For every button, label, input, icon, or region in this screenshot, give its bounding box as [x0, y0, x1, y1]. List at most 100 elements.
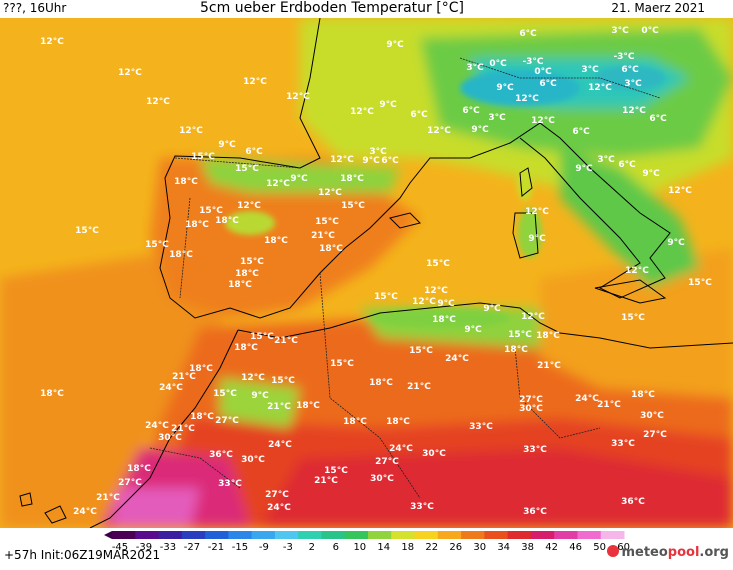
- temperature-label: 0°C: [489, 59, 507, 69]
- temperature-label: 0°C: [641, 26, 659, 36]
- temperature-label: 12°C: [515, 94, 539, 104]
- location-pin-icon: [607, 545, 620, 557]
- temperature-label: 33°C: [611, 439, 635, 449]
- temperature-label: 18°C: [319, 244, 343, 254]
- legend-bar: [104, 531, 625, 539]
- logo-text-org: .org: [699, 545, 729, 560]
- legend-swatch: [298, 531, 322, 539]
- temperature-map: 12°C 9°C 6°C 3°C 0°C 0°C -3°C -3°C 3°C 0°C 3°C 6°C 3…: [0, 18, 733, 528]
- temperature-label: 36°C: [621, 497, 645, 507]
- temperature-label: 30°C: [241, 455, 265, 465]
- country-borders: [149, 57, 661, 499]
- temperature-label: 12°C: [531, 116, 555, 126]
- temperature-label: 33°C: [410, 502, 434, 512]
- temperature-label: 6°C: [381, 156, 399, 166]
- temperature-label: 6°C: [649, 114, 667, 124]
- legend-tick-label: 26: [449, 542, 462, 553]
- temperature-label: 21°C: [274, 336, 298, 346]
- temperature-label: 36°C: [523, 507, 547, 517]
- temperature-label: 18°C: [127, 464, 151, 474]
- temperature-label: 9°C: [575, 164, 593, 174]
- temperature-label: 18°C: [264, 236, 288, 246]
- temperature-label: 18°C: [234, 343, 258, 353]
- temperature-label: 15°C: [341, 201, 365, 211]
- temperature-label: 12°C: [427, 126, 451, 136]
- temperature-detail: [225, 66, 665, 328]
- temperature-label: 3°C: [466, 63, 484, 73]
- temperature-label: 24°C: [159, 383, 183, 393]
- title-bar: ???, 16Uhr 5cm ueber Erdboden Temperatur…: [0, 0, 733, 18]
- temperature-label: 9°C: [362, 156, 380, 166]
- model-run-info: +57h Init:06Z19MAR2021: [4, 548, 161, 562]
- logo-text-meteo: meteo: [621, 545, 668, 560]
- temperature-label: 3°C: [581, 65, 599, 75]
- temperature-label: 3°C: [597, 155, 615, 165]
- temperature-label: 27°C: [215, 416, 239, 426]
- temperature-label: 18°C: [185, 220, 209, 230]
- temperature-label: 18°C: [169, 250, 193, 260]
- legend-tick-label: 6: [333, 542, 339, 553]
- temperature-label: 18°C: [432, 315, 456, 325]
- legend-tick-label: 50: [593, 542, 606, 553]
- legend-swatch: [577, 531, 602, 539]
- legend-tick-label: 42: [545, 542, 558, 553]
- temperature-label: 12°C: [40, 37, 64, 47]
- legend-swatch: [181, 531, 206, 539]
- legend-swatch: [344, 531, 369, 539]
- logo-text-pool: pool: [667, 545, 700, 560]
- legend-swatch: [112, 531, 136, 539]
- meteopool-logo[interactable]: meteopool.org: [607, 545, 729, 560]
- legend-tick-label: 18: [401, 542, 414, 553]
- temperature-label: 12°C: [179, 126, 203, 136]
- legend-swatch: [135, 531, 160, 539]
- temperature-label: 18°C: [631, 390, 655, 400]
- legend-tick-label: -15: [232, 542, 248, 553]
- temperature-label: 9°C: [379, 100, 397, 110]
- temperature-label: -3°C: [522, 57, 543, 67]
- temperature-label: 15°C: [191, 152, 215, 162]
- legend-tick-label: 10: [353, 542, 366, 553]
- temperature-label: 15°C: [199, 206, 223, 216]
- temperature-label: 9°C: [496, 83, 514, 93]
- temperature-label: 12°C: [286, 92, 310, 102]
- legend-tick-label: 30: [473, 542, 486, 553]
- temperature-label: 27°C: [118, 478, 142, 488]
- temperature-label: 12°C: [521, 312, 545, 322]
- temperature-label: 21°C: [267, 402, 291, 412]
- legend-tick-label: -3: [283, 542, 293, 553]
- temperature-label: 15°C: [621, 313, 645, 323]
- legend-swatch: [391, 531, 416, 539]
- temperature-label: 9°C: [464, 325, 482, 335]
- forecast-date: 21. Maerz 2021: [611, 1, 705, 15]
- temperature-label: 0°C: [534, 67, 552, 77]
- temperature-label: 21°C: [314, 476, 338, 486]
- temperature-label: 18°C: [504, 345, 528, 355]
- temperature-label: 21°C: [96, 493, 120, 503]
- legend-tick-label: -39: [136, 542, 152, 553]
- temperature-label: 12°C: [525, 207, 549, 217]
- temperature-label: 12°C: [266, 179, 290, 189]
- temperature-label: 33°C: [218, 479, 242, 489]
- temperature-label: 24°C: [145, 421, 169, 431]
- temperature-label: 3°C: [611, 26, 629, 36]
- legend-svg: -45 -39 -33 -27 -21 -15 -9 -3 2 6 10 14 18 22 26 30 34 38…: [104, 531, 630, 553]
- temperature-label: 18°C: [340, 174, 364, 184]
- temperature-label: 21°C: [537, 361, 561, 371]
- temperature-label: 6°C: [618, 160, 636, 170]
- temperature-label: 9°C: [386, 40, 404, 50]
- temperature-label: 6°C: [572, 127, 590, 137]
- temperature-label: 24°C: [73, 507, 97, 517]
- legend-swatch: [437, 531, 462, 539]
- legend-tick-label: 38: [521, 542, 534, 553]
- legend-tick-label: -27: [184, 542, 200, 553]
- temperature-label: 18°C: [343, 417, 367, 427]
- temperature-label: 6°C: [621, 65, 639, 75]
- temperature-label: 30°C: [519, 404, 543, 414]
- legend-tick-label: 2: [309, 542, 315, 553]
- temperature-label: 36°C: [209, 450, 233, 460]
- temperature-label: 12°C: [146, 97, 170, 107]
- temperature-label: 18°C: [386, 417, 410, 427]
- temperature-label: 15°C: [409, 346, 433, 356]
- temperature-label: 3°C: [624, 79, 642, 89]
- legend-swatch: [228, 531, 253, 539]
